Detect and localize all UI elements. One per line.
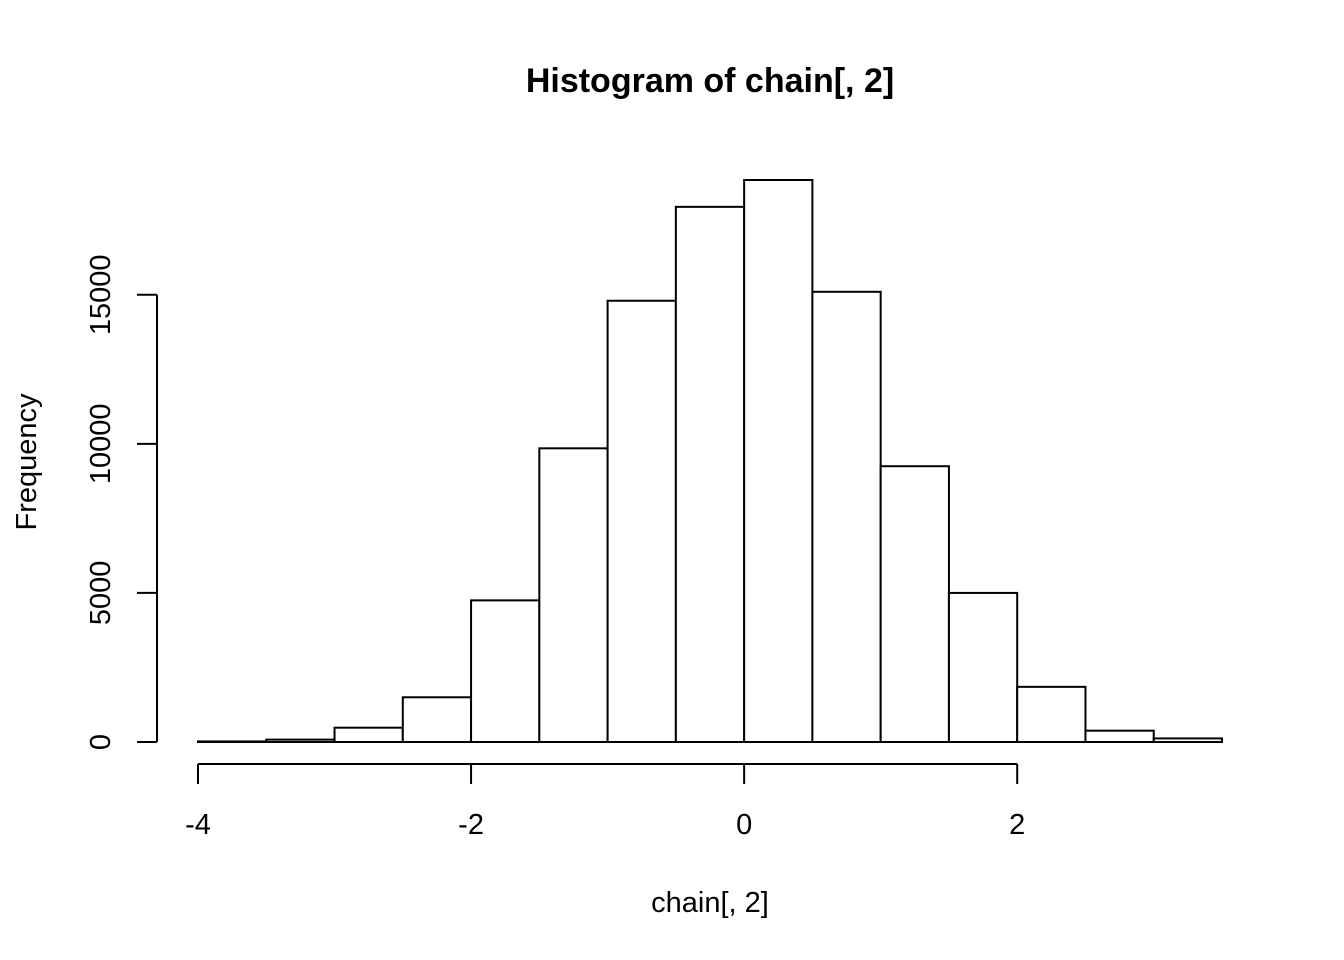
x-axis: -4 -2 0 2: [185, 763, 1025, 841]
y-tick-label: 0: [85, 734, 117, 750]
histogram-bar: [197, 740, 268, 743]
x-tick-label: 0: [736, 809, 752, 841]
histogram-bar: [538, 447, 609, 743]
histogram-bar: [401, 696, 473, 743]
histogram-bar: [1016, 685, 1087, 744]
histogram-bar: [674, 205, 746, 743]
y-tick-label: 15000: [85, 254, 117, 335]
x-tick-label: -4: [185, 809, 211, 841]
y-axis-label: Frequency: [11, 393, 43, 531]
y-tick-label: 10000: [85, 404, 117, 485]
chart-title: Histogram of chain[, 2]: [526, 62, 894, 100]
histogram-bar: [879, 465, 950, 743]
histogram-bar: [743, 179, 814, 743]
histogram-bar: [470, 599, 541, 743]
histogram-bar: [1152, 737, 1223, 744]
histogram-bar: [265, 738, 336, 744]
x-axis-label: chain[, 2]: [651, 887, 769, 919]
bars-group: [197, 179, 1223, 744]
histogram-bar: [606, 299, 677, 743]
y-tick-label: 5000: [85, 561, 117, 626]
x-tick-label: -2: [458, 809, 484, 841]
y-axis: 0 5000 10000 15000: [85, 254, 158, 750]
histogram-bar: [811, 290, 882, 743]
x-tick-label: 2: [1009, 809, 1025, 841]
histogram-bar: [947, 591, 1019, 744]
histogram-bar: [1084, 729, 1155, 743]
histogram-bar: [333, 726, 404, 744]
